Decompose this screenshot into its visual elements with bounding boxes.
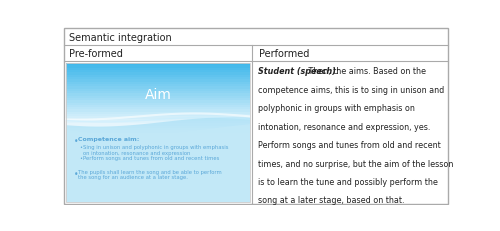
Polygon shape [66,125,250,203]
Text: song at a later stage, based on that.: song at a later stage, based on that. [258,196,404,205]
Bar [66,91,250,94]
Polygon shape [66,118,250,203]
Bar [66,140,250,142]
Text: times, and no surprise, but the aim of the lesson: times, and no surprise, but the aim of t… [258,159,453,168]
Bar [66,161,250,163]
Text: polyphonic in groups with emphasis on: polyphonic in groups with emphasis on [258,104,414,112]
Bar [66,133,250,135]
Bar [66,189,250,191]
Bar [66,73,250,75]
Text: competence aims, this is to sing in unison and: competence aims, this is to sing in unis… [258,85,444,94]
Bar [66,68,250,71]
Bar [66,85,250,87]
Text: Perform songs and tunes from old and recent times: Perform songs and tunes from old and rec… [82,155,219,160]
Bar [66,98,250,101]
Bar [66,186,250,189]
Bar [66,154,250,156]
Text: Then, the aims. Based on the: Then, the aims. Based on the [306,67,426,76]
Bar [66,200,250,203]
Bar [66,175,250,177]
Bar [66,103,250,105]
Text: Pre-formed: Pre-formed [68,49,122,59]
Bar [66,170,250,173]
Bar [66,105,250,108]
Bar [66,156,250,158]
Text: Performed: Performed [258,49,309,59]
Bar [66,149,250,152]
Bar [66,128,250,131]
Bar [66,119,250,122]
Bar [66,108,250,110]
Bar [66,94,250,96]
Text: Sing in unison and polyphonic in groups with emphasis
on intonation, resonance a: Sing in unison and polyphonic in groups … [82,144,228,155]
Bar [66,145,250,147]
Bar [66,147,250,149]
Text: Student (speech):: Student (speech): [258,67,339,76]
Bar [66,75,250,78]
Bar [66,193,250,196]
Bar [66,96,250,98]
Bar [66,179,250,182]
Bar [66,110,250,112]
Text: intonation, resonance and expression, yes.: intonation, resonance and expression, ye… [258,122,430,131]
Text: •: • [79,155,82,160]
Bar [66,87,250,89]
Bar [66,82,250,85]
Text: Aim: Aim [145,87,172,101]
Bar [66,89,250,91]
Bar [66,64,250,203]
Text: is to learn the tune and possibly perform the: is to learn the tune and possibly perfor… [258,177,438,186]
Bar [66,124,250,126]
Bar [66,135,250,138]
Bar [66,101,250,103]
Bar [66,142,250,145]
Bar [66,168,250,170]
Bar [66,115,250,117]
Bar [66,117,250,119]
Bar [66,158,250,161]
Bar [66,66,250,68]
Bar [66,184,250,186]
Bar [66,152,250,154]
Bar [66,198,250,200]
Text: •: • [79,144,82,149]
Bar [66,80,250,82]
Bar [66,173,250,175]
Bar [66,126,250,128]
Text: •: • [74,136,78,145]
Text: The pupils shall learn the song and be able to perform
the song for an audience : The pupils shall learn the song and be a… [78,169,222,180]
Bar [66,64,250,66]
Bar [66,112,250,115]
Text: Competence aim:: Competence aim: [78,136,140,141]
Bar [66,131,250,133]
Text: •: • [74,169,78,178]
Bar [66,196,250,198]
Text: Semantic integration: Semantic integration [68,33,172,43]
Bar [66,166,250,168]
Bar [66,163,250,166]
Bar [66,177,250,179]
Bar [66,182,250,184]
Bar [66,122,250,124]
Text: Perform songs and tunes from old and recent: Perform songs and tunes from old and rec… [258,140,440,149]
Bar [66,78,250,80]
Bar [66,138,250,140]
Bar [66,71,250,73]
Bar [66,191,250,193]
